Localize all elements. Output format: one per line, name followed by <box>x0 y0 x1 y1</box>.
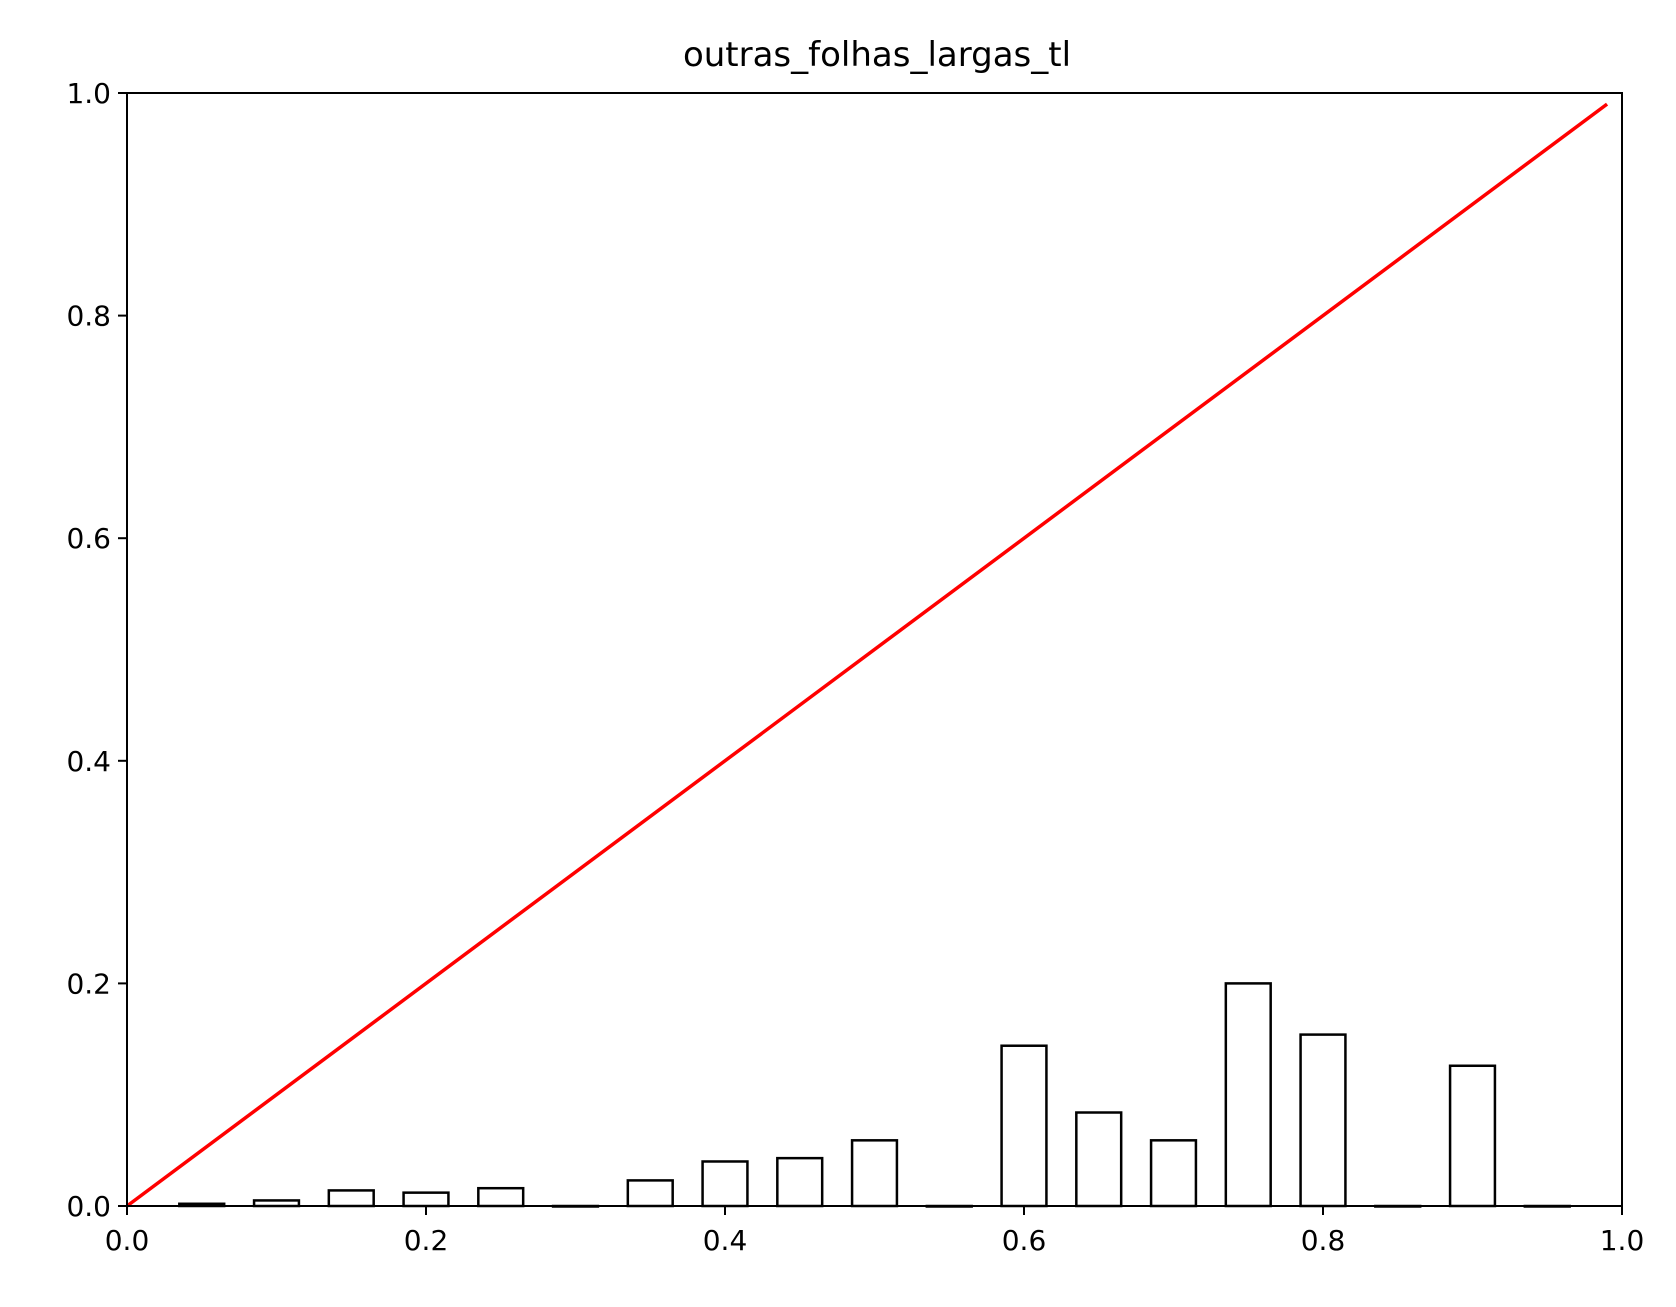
bar-3 <box>402 1191 450 1208</box>
y-tick-label-2: 0.4 <box>66 745 111 778</box>
x-tick-label-5: 1.0 <box>1600 1224 1645 1257</box>
bar-15 <box>1299 1033 1347 1208</box>
x-tick-label-4: 0.8 <box>1301 1224 1346 1257</box>
y-tick-label-3: 0.6 <box>66 522 111 555</box>
axes-frame <box>126 92 1623 1207</box>
bar-17 <box>1448 1064 1497 1208</box>
plot-area: 0.0 0.2 0.4 0.6 0.8 1.0 0.0 0.2 0.4 0.6 0.8 1.0 <box>66 77 1644 1257</box>
x-tick-label-2: 0.4 <box>703 1224 748 1257</box>
reference-line <box>125 102 1609 1208</box>
y-tick-label-0: 0.0 <box>66 1190 111 1223</box>
bar-8 <box>776 1156 824 1208</box>
x-tick-label-3: 0.6 <box>1002 1224 1047 1257</box>
y-tick-label-1: 0.2 <box>66 967 111 1000</box>
bar-12 <box>1075 1111 1123 1208</box>
y-tick-label-4: 0.8 <box>66 300 111 333</box>
bar-11 <box>1000 1044 1048 1208</box>
y-tick-label-5: 1.0 <box>66 77 111 110</box>
x-tick-label-0: 0.0 <box>105 1224 150 1257</box>
bar-13 <box>1149 1139 1198 1208</box>
bar-14 <box>1224 982 1272 1208</box>
bar-2 <box>327 1189 375 1208</box>
x-tick-label-1: 0.2 <box>404 1224 449 1257</box>
bar-9 <box>850 1139 899 1208</box>
bar-4 <box>477 1186 525 1208</box>
chart-title: outras_folhas_largas_tl <box>683 35 1071 75</box>
bar-6 <box>626 1179 674 1208</box>
bar-7 <box>701 1160 749 1208</box>
